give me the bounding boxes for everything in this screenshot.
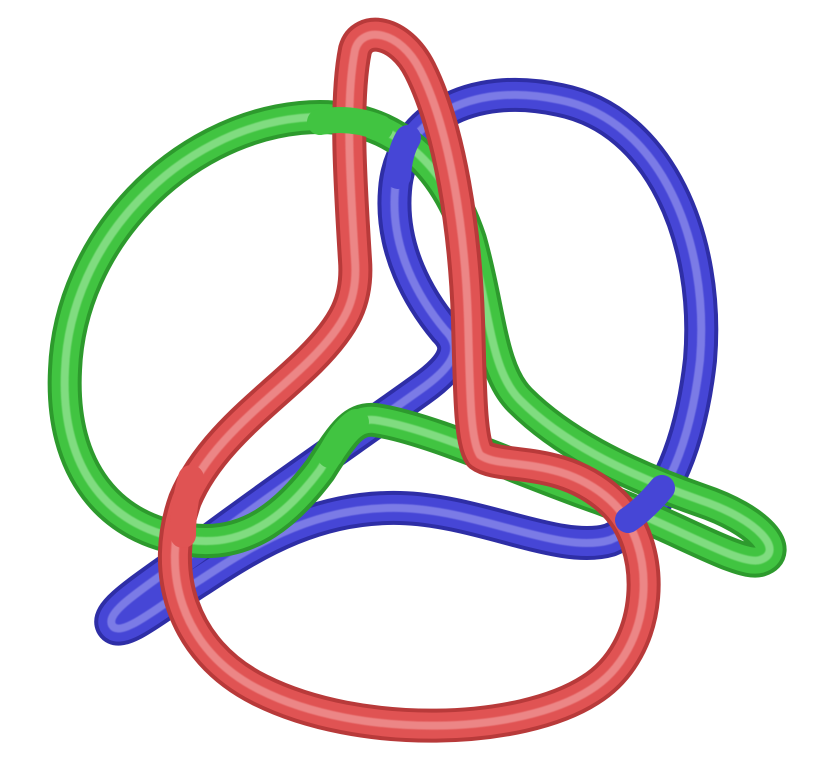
- blue-over-green-crossing: [385, 125, 421, 189]
- green-over-blue-crossing: [317, 409, 369, 468]
- blue-loop: [94, 77, 719, 646]
- blue-over-red-crossing: [615, 475, 675, 533]
- red-over-blue-crossing: [170, 465, 204, 548]
- green-over-red-crossing: [307, 107, 393, 141]
- crossing-overpasses: [170, 107, 675, 548]
- blue-loop-highlight: [107, 90, 706, 633]
